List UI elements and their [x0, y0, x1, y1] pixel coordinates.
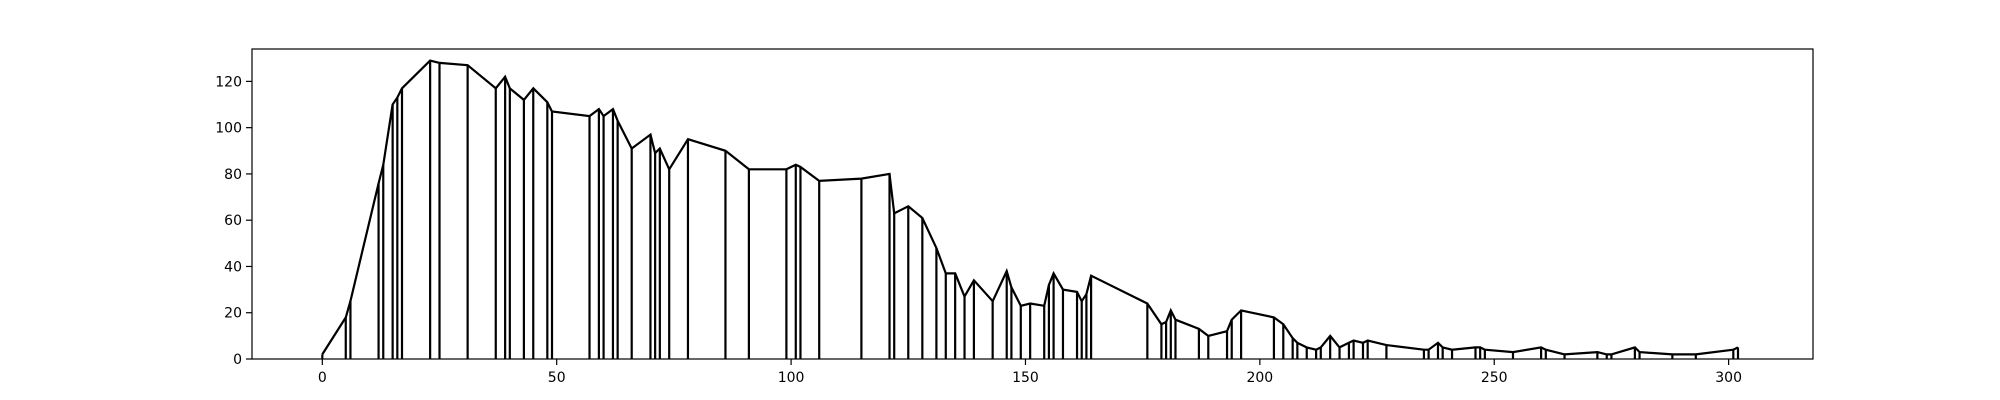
- vertical-drop-lines: [321, 60, 1740, 359]
- x-tick-label: 200: [1246, 370, 1273, 386]
- y-tick-label: 120: [215, 74, 242, 90]
- y-tick-label: 0: [233, 352, 242, 368]
- x-axis: 0 50 100 150 200 250 300: [318, 359, 1742, 386]
- x-tick-label: 300: [1715, 370, 1742, 386]
- y-tick-label: 20: [224, 306, 242, 322]
- y-tick-label: 80: [224, 167, 242, 183]
- y-axis: 0 20 40 60 80 100 120: [215, 74, 252, 368]
- plot-frame: [251, 48, 1814, 360]
- x-tick-label: 150: [1012, 370, 1039, 386]
- y-tick-label: 100: [215, 121, 242, 137]
- x-tick-label: 50: [548, 370, 566, 386]
- series-line: [321, 59, 1739, 356]
- x-tick-label: 250: [1481, 370, 1508, 386]
- y-tick-label: 40: [224, 259, 242, 275]
- x-tick-label: 100: [778, 370, 805, 386]
- x-tick-label: 0: [318, 370, 327, 386]
- y-tick-label: 60: [224, 213, 242, 229]
